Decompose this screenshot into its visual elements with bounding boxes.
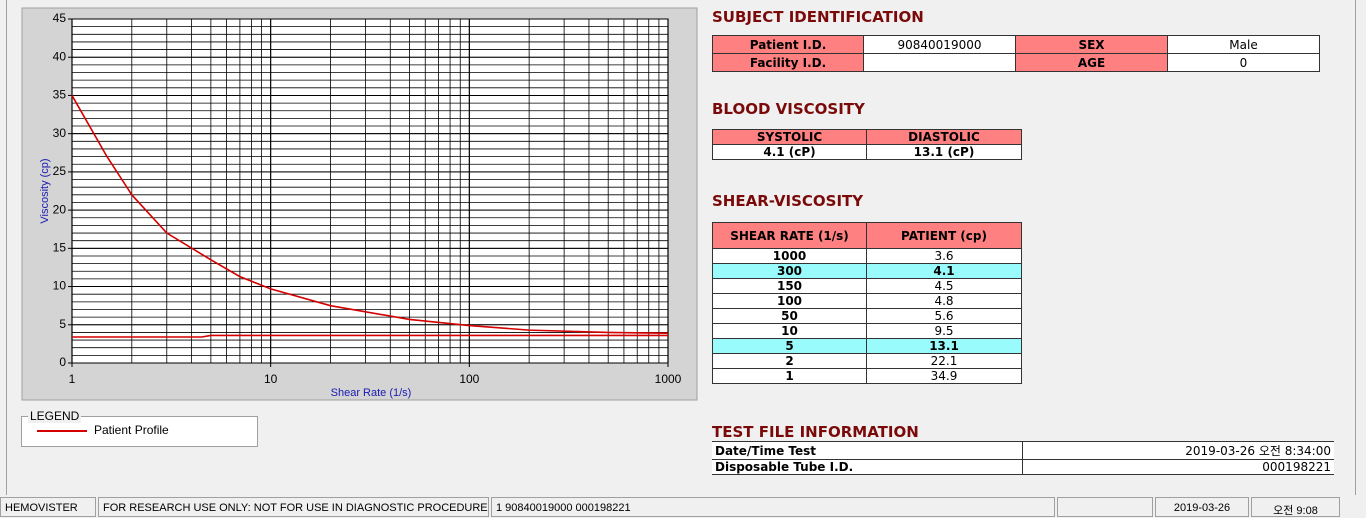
x-axis-label: Shear Rate (1/s) bbox=[331, 387, 412, 399]
table-row: 1000 3.6 bbox=[712, 248, 1022, 264]
table-cell: 1000 bbox=[712, 248, 867, 264]
right-edge bbox=[1355, 0, 1356, 495]
table-row: SHEAR RATE (1/s) PATIENT (cp) bbox=[712, 222, 1022, 249]
legend: LEGEND Patient Profile bbox=[21, 409, 258, 447]
chart: Shear Rate (1/s) Viscosity (cp) 0 5 10 15 20… bbox=[21, 7, 698, 401]
table-row: 100 4.8 bbox=[712, 293, 1022, 309]
table-cell: 100 bbox=[712, 293, 867, 309]
status-panel bbox=[1057, 497, 1153, 517]
table-cell: 10 bbox=[712, 323, 867, 339]
table-cell: Facility I.D. bbox=[712, 53, 864, 72]
table-cell: 90840019000 bbox=[863, 35, 1016, 54]
table-cell: 22.1 bbox=[866, 353, 1022, 369]
y-tick-label: 45 bbox=[53, 11, 67, 25]
section-title: BLOOD VISCOSITY bbox=[712, 100, 865, 118]
legend-entry: Patient Profile bbox=[37, 423, 169, 437]
table-row: Facility I.D. AGE 0 bbox=[712, 53, 1320, 72]
table-row: 150 4.5 bbox=[712, 278, 1022, 294]
table-cell: PATIENT (cp) bbox=[866, 222, 1022, 249]
table-cell: 4.8 bbox=[866, 293, 1022, 309]
table-cell: 0 bbox=[1167, 53, 1320, 72]
legend-label: Patient Profile bbox=[94, 423, 169, 437]
y-tick-label: 35 bbox=[53, 88, 67, 102]
table-cell: 1 bbox=[712, 368, 867, 384]
table-row: 50 5.6 bbox=[712, 308, 1022, 324]
y-tick-label: 30 bbox=[53, 126, 67, 140]
test-file-table: Date/Time Test 2019-03-26 오전 8:34:00 Dispo… bbox=[712, 441, 1334, 475]
table-cell: 300 bbox=[712, 263, 867, 279]
section-title: SUBJECT IDENTIFICATION bbox=[712, 8, 924, 26]
section-title: TEST FILE INFORMATION bbox=[712, 423, 919, 441]
y-tick-label: 15 bbox=[53, 241, 67, 255]
table-row: 10 9.5 bbox=[712, 323, 1022, 339]
y-tick-label: 10 bbox=[53, 279, 67, 293]
table-row: Patient I.D. 90840019000 SEX Male bbox=[712, 35, 1320, 54]
table-cell: Male bbox=[1167, 35, 1320, 54]
y-tick-label: 40 bbox=[53, 49, 67, 63]
status-panel: 1 90840019000 000198221 bbox=[491, 497, 1055, 517]
table-cell: 9.5 bbox=[866, 323, 1022, 339]
table-cell: 000198221 bbox=[1021, 459, 1334, 475]
table-cell: Disposable Tube I.D. bbox=[712, 459, 1023, 475]
blood-viscosity-table: SYSTOLIC DIASTOLIC 4.1 (cP) 13.1 (cP) bbox=[712, 129, 1022, 160]
legend-swatch bbox=[37, 429, 87, 432]
table-cell: 50 bbox=[712, 308, 867, 324]
section-title: SHEAR-VISCOSITY bbox=[712, 192, 864, 210]
table-row: 4.1 (cP) 13.1 (cP) bbox=[712, 144, 1022, 160]
data-line bbox=[72, 334, 668, 338]
table-cell: SYSTOLIC bbox=[712, 129, 867, 145]
table-cell: 4.5 bbox=[866, 278, 1022, 294]
data-line bbox=[71, 95, 669, 334]
table-cell: SEX bbox=[1015, 35, 1168, 54]
table-row: SYSTOLIC DIASTOLIC bbox=[712, 129, 1022, 145]
status-panel: FOR RESEARCH USE ONLY: NOT FOR USE IN DI… bbox=[98, 497, 489, 517]
table-cell: Date/Time Test bbox=[712, 441, 1023, 460]
subject-table: Patient I.D. 90840019000 SEX Male Facility I… bbox=[712, 35, 1320, 72]
table-cell: 3.6 bbox=[866, 248, 1022, 264]
table-row: 5 13.1 bbox=[712, 338, 1022, 354]
table-cell: AGE bbox=[1015, 53, 1168, 72]
y-tick-label: 20 bbox=[53, 202, 67, 216]
table-cell bbox=[863, 53, 1016, 72]
shear-viscosity-table: SHEAR RATE (1/s) PATIENT (cp) 1000 3.6 300 4.… bbox=[712, 222, 1022, 384]
table-cell: 5.6 bbox=[866, 308, 1022, 324]
table-row: Date/Time Test 2019-03-26 오전 8:34:00 bbox=[712, 441, 1334, 460]
plot-area bbox=[72, 19, 668, 363]
table-cell: 4.1 (cP) bbox=[712, 144, 867, 160]
table-cell: 150 bbox=[712, 278, 867, 294]
table-cell: 34.9 bbox=[866, 368, 1022, 384]
y-tick-label: 5 bbox=[59, 317, 66, 331]
y-tick-label: 0 bbox=[59, 355, 66, 369]
x-tick-label: 1 bbox=[69, 372, 76, 386]
table-row: 300 4.1 bbox=[712, 263, 1022, 279]
status-panel: 오전 9:08 bbox=[1251, 497, 1340, 517]
y-tick-label: 25 bbox=[53, 164, 67, 178]
legend-title: LEGEND bbox=[28, 409, 82, 423]
table-cell: 5 bbox=[712, 338, 867, 354]
table-row: Disposable Tube I.D. 000198221 bbox=[712, 459, 1334, 475]
plot-frame bbox=[71, 18, 669, 364]
table-cell: 4.1 bbox=[866, 263, 1022, 279]
table-row: 1 34.9 bbox=[712, 368, 1022, 384]
x-tick-label: 100 bbox=[459, 372, 479, 386]
status-panel: 2019-03-26 bbox=[1155, 497, 1249, 517]
table-cell: DIASTOLIC bbox=[866, 129, 1022, 145]
table-cell: 2019-03-26 오전 8:34:00 bbox=[1021, 441, 1334, 460]
table-cell: 2 bbox=[712, 353, 867, 369]
table-cell: SHEAR RATE (1/s) bbox=[712, 222, 867, 249]
status-panel: HEMOVISTER bbox=[0, 497, 96, 517]
x-tick-label: 1000 bbox=[655, 372, 682, 386]
x-tick-label: 10 bbox=[264, 372, 278, 386]
left-edge bbox=[6, 0, 7, 495]
y-axis-label: Viscosity (cp) bbox=[39, 158, 51, 223]
table-row: 2 22.1 bbox=[712, 353, 1022, 369]
table-cell: Patient I.D. bbox=[712, 35, 864, 54]
table-cell: 13.1 (cP) bbox=[866, 144, 1022, 160]
table-cell: 13.1 bbox=[866, 338, 1022, 354]
